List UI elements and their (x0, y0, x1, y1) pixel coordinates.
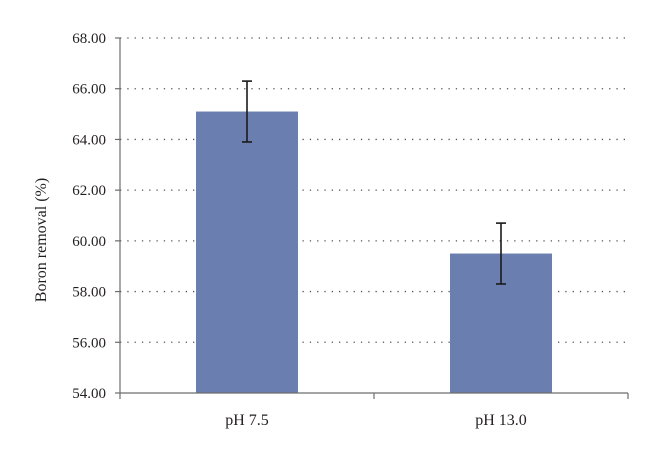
x-category-label: pH 13.0 (475, 412, 527, 429)
y-tick-label: 66.00 (72, 82, 106, 98)
y-axis-title: Boron removal (%) (33, 178, 50, 302)
y-tick-label: 64.00 (72, 132, 106, 148)
x-category-label: pH 7.5 (225, 412, 269, 429)
y-tick-labels: 54.00 56.00 58.00 60.00 62.00 64.00 66.00 68.00 (72, 31, 106, 402)
y-tick-label: 58.00 (72, 285, 106, 301)
y-tick-label: 68.00 (72, 31, 106, 47)
axes (115, 37, 629, 399)
bar (196, 111, 298, 394)
y-tick-label: 60.00 (72, 234, 106, 250)
y-tick-label: 54.00 (72, 386, 106, 402)
y-tick-label: 56.00 (72, 335, 106, 351)
error-bars (242, 80, 506, 285)
x-category-labels: pH 7.5 pH 13.0 (225, 412, 527, 429)
bars (196, 111, 552, 394)
y-tick-label: 62.00 (72, 183, 106, 199)
